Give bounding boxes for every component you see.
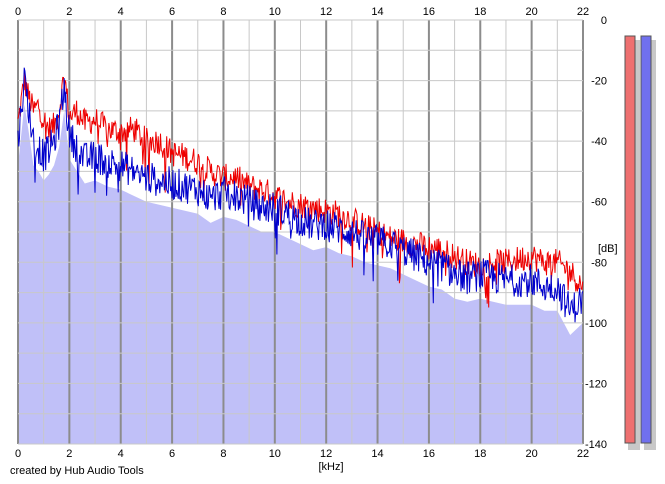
y-tick-label: -40 bbox=[591, 136, 607, 148]
x-tick-label: 16 bbox=[423, 448, 435, 460]
x-tick-label: 16 bbox=[423, 6, 435, 18]
x-tick-label: 0 bbox=[15, 448, 21, 460]
x-tick-label: 18 bbox=[474, 448, 486, 460]
x-tick-label: 10 bbox=[269, 6, 281, 18]
y-tick-label: -120 bbox=[585, 378, 607, 390]
x-tick-labels-bottom: 0 2 4 6 8 10 12 14 16 18 20 22 bbox=[15, 448, 589, 460]
x-tick-label: 4 bbox=[118, 448, 124, 460]
y-tick-label: 0 bbox=[601, 15, 607, 27]
level-meters bbox=[624, 35, 656, 450]
x-tick-label: 6 bbox=[169, 448, 175, 460]
y-tick-labels: 0 -20 -40 -60 -80 -100 -120 -140 bbox=[585, 15, 607, 451]
x-tick-labels-top: 0 2 4 6 8 10 12 14 16 18 20 22 bbox=[15, 6, 589, 18]
x-tick-label: 0 bbox=[15, 6, 21, 18]
series-line-blue bbox=[17, 67, 584, 323]
x-tick-label: 20 bbox=[526, 448, 538, 460]
credit-text: created by Hub Audio Tools bbox=[10, 465, 144, 477]
x-axis-unit: [kHz] bbox=[318, 461, 343, 473]
y-tick-label: -140 bbox=[585, 439, 607, 451]
y-tick-label: -100 bbox=[585, 318, 607, 330]
y-tick-label: -80 bbox=[591, 257, 607, 269]
x-tick-label: 12 bbox=[320, 448, 332, 460]
series-lines bbox=[17, 67, 584, 323]
y-axis-unit: [dB] bbox=[598, 243, 618, 255]
grid-lines bbox=[17, 19, 584, 445]
x-tick-label: 8 bbox=[220, 6, 226, 18]
x-tick-label: 18 bbox=[474, 6, 486, 18]
x-tick-label: 12 bbox=[320, 6, 332, 18]
right-channel-meter bbox=[640, 35, 652, 444]
x-tick-label: 8 bbox=[220, 448, 226, 460]
x-tick-label: 14 bbox=[371, 448, 383, 460]
x-tick-label: 2 bbox=[66, 448, 72, 460]
x-tick-label: 6 bbox=[169, 6, 175, 18]
x-tick-label: 22 bbox=[577, 448, 589, 460]
left-channel-meter bbox=[624, 35, 636, 444]
x-tick-label: 20 bbox=[526, 6, 538, 18]
x-tick-label: 10 bbox=[269, 448, 281, 460]
x-tick-label: 2 bbox=[66, 6, 72, 18]
x-tick-label: 4 bbox=[118, 6, 124, 18]
x-tick-label: 22 bbox=[577, 6, 589, 18]
series-line-red bbox=[17, 72, 584, 308]
y-tick-label: -60 bbox=[591, 197, 607, 209]
y-tick-label: -20 bbox=[591, 76, 607, 88]
x-tick-label: 14 bbox=[371, 6, 383, 18]
